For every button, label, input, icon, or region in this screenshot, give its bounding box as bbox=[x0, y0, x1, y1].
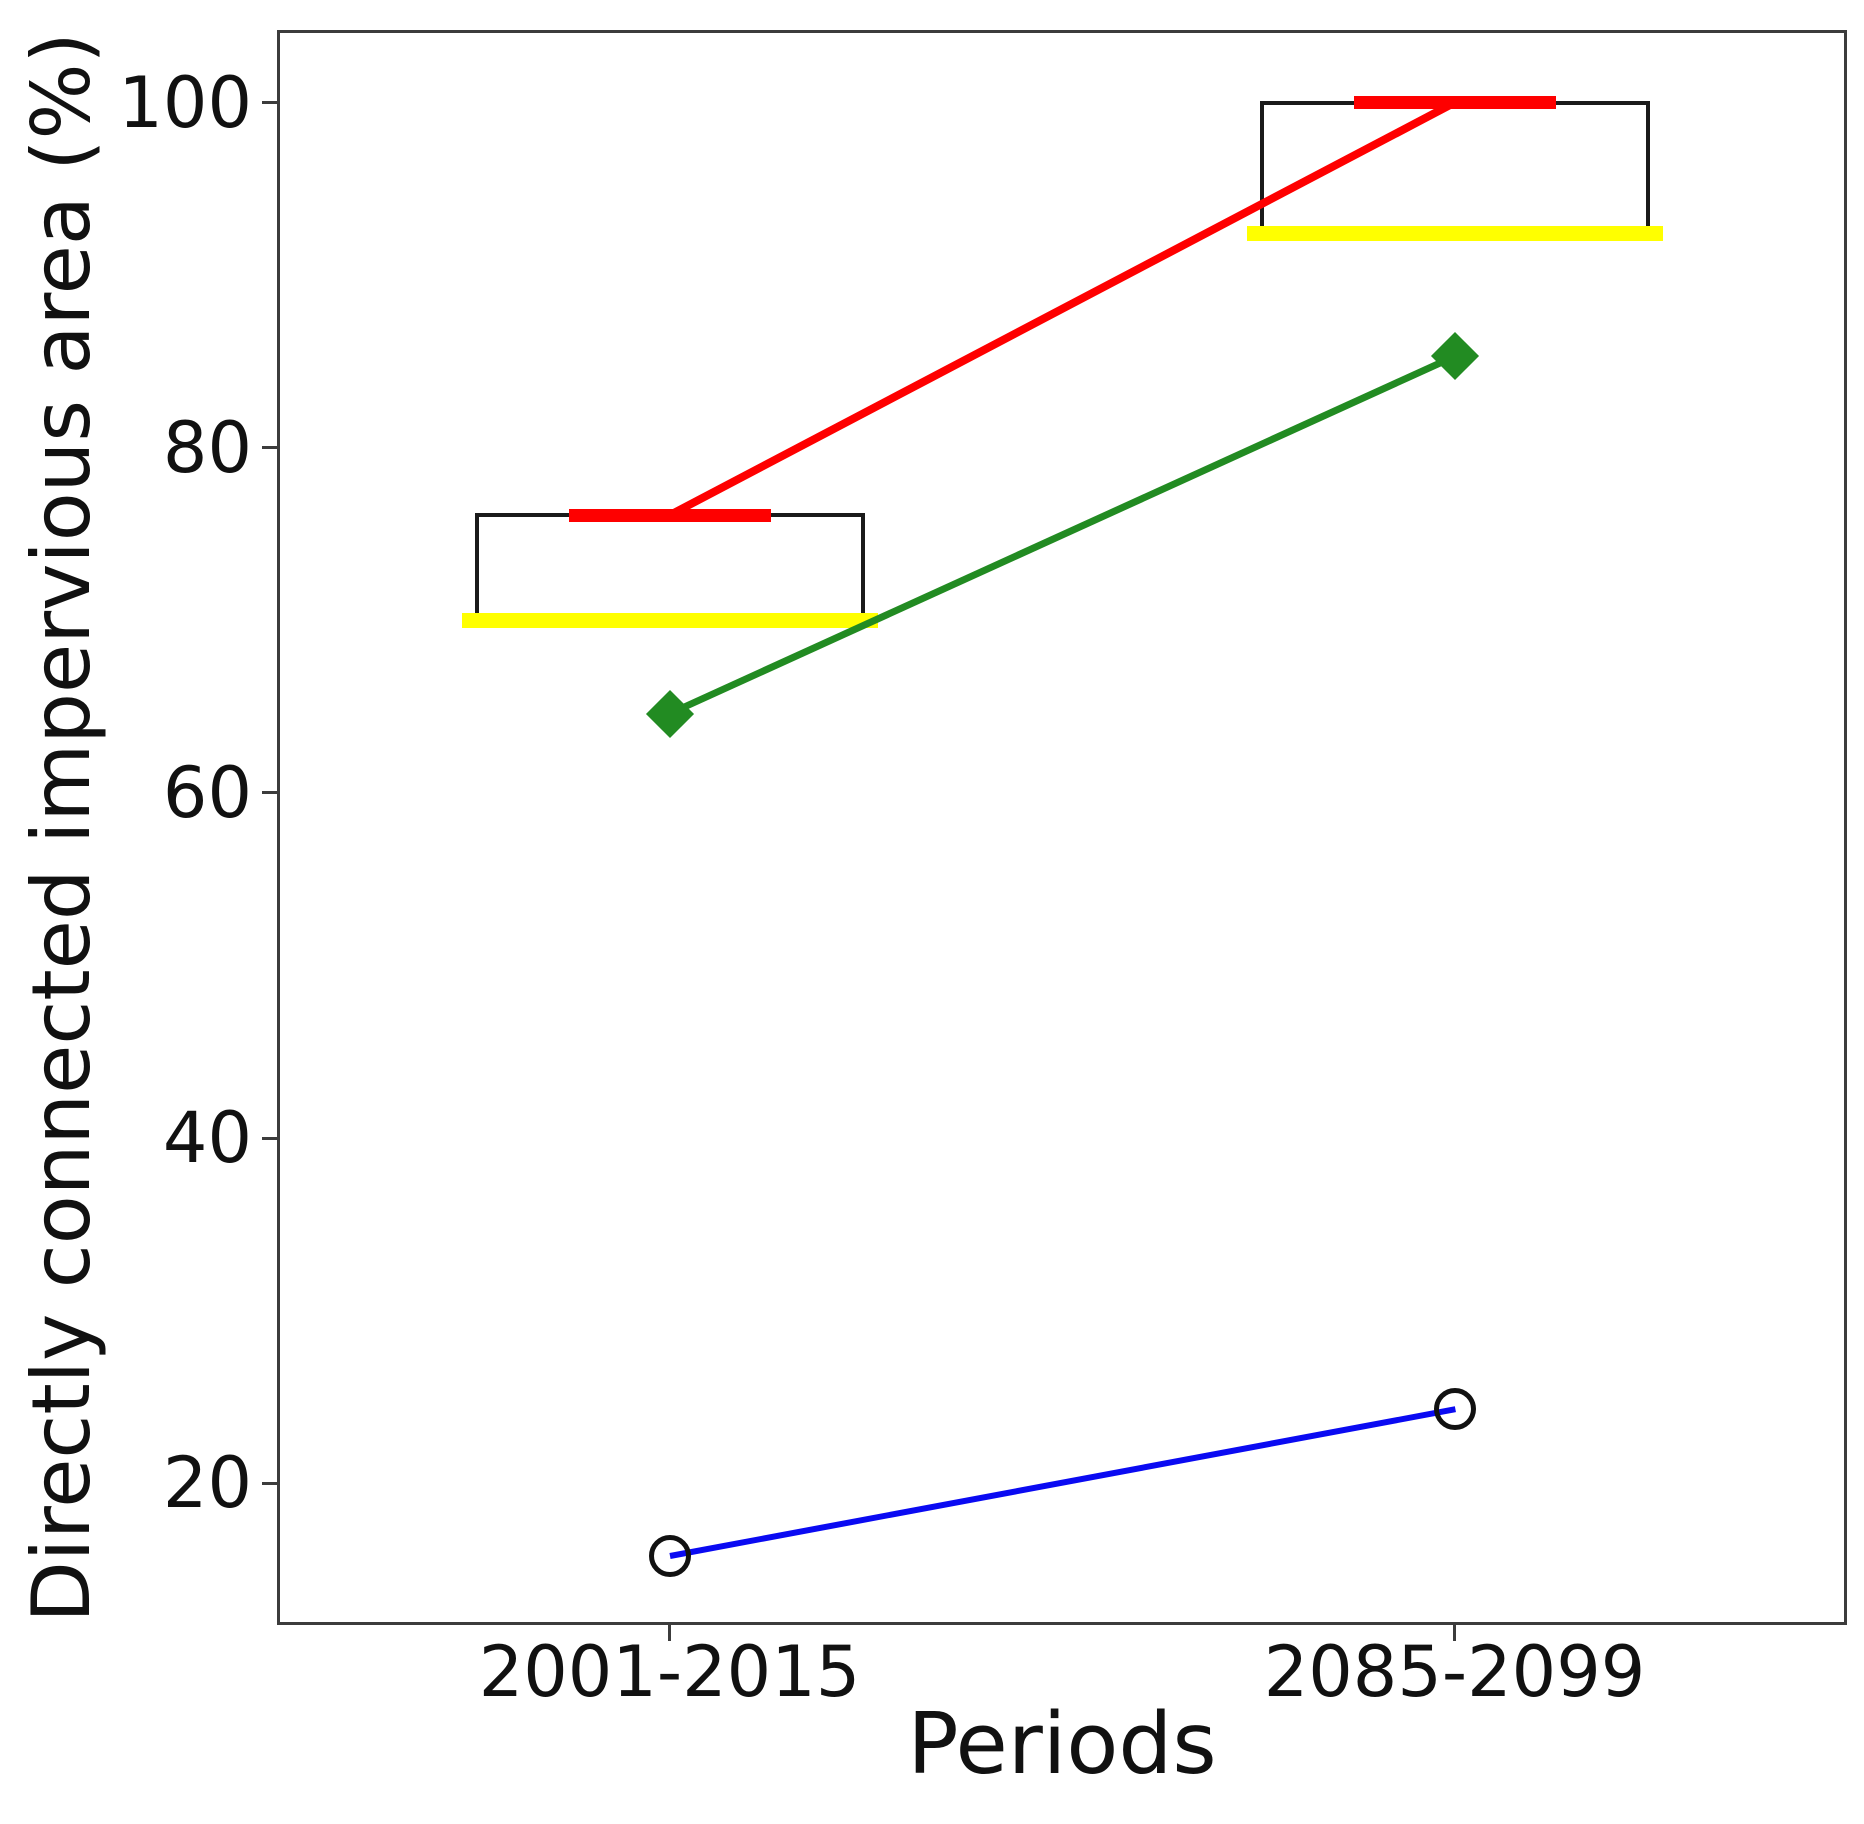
plot-area bbox=[277, 30, 1847, 1625]
open-circle-marker bbox=[1433, 1388, 1476, 1431]
y-tick-label: 20 bbox=[162, 1442, 252, 1525]
red-max-segment bbox=[568, 508, 771, 522]
range-box bbox=[474, 513, 865, 623]
y-tick-label: 100 bbox=[118, 61, 252, 144]
y-tick-mark bbox=[262, 446, 277, 450]
open-circle-marker bbox=[648, 1534, 691, 1577]
yellow-min-segment bbox=[1246, 226, 1663, 242]
y-tick-mark bbox=[262, 101, 277, 104]
x-tick-mark bbox=[1453, 1625, 1456, 1641]
yellow-min-segment bbox=[461, 612, 878, 628]
y-tick-mark bbox=[262, 791, 277, 795]
x-axis-label: Periods bbox=[907, 1695, 1217, 1794]
x-tick-mark bbox=[668, 1625, 671, 1641]
y-tick-label: 40 bbox=[162, 1097, 252, 1180]
x-tick-label: 2085-2099 bbox=[1263, 1631, 1646, 1713]
y-tick-mark bbox=[262, 1481, 277, 1485]
red-max-segment bbox=[1353, 96, 1556, 109]
y-tick-mark bbox=[262, 1136, 277, 1140]
y-tick-label: 80 bbox=[162, 406, 252, 489]
y-tick-label: 60 bbox=[162, 751, 252, 834]
range-box bbox=[1259, 100, 1650, 236]
x-tick-label: 2001-2015 bbox=[478, 1631, 861, 1713]
